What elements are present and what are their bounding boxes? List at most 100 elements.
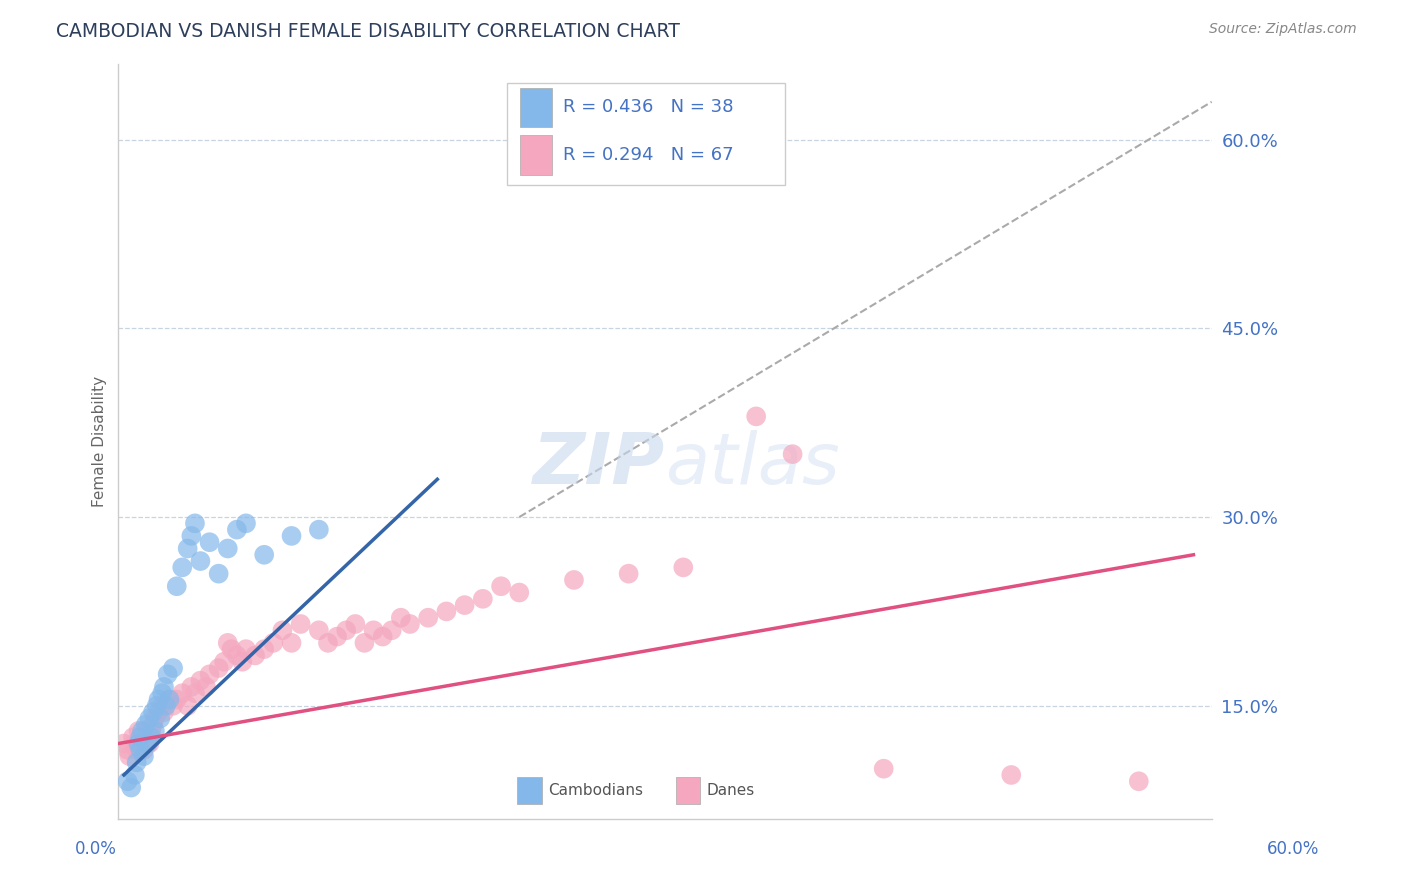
Point (231, 655, 253, 669)
Point (149, 711, 172, 725)
Point (131, 737, 153, 751)
Point (125, 756, 148, 770)
Point (153, 705, 176, 719)
Point (155, 698, 177, 713)
Point (225, 523, 247, 537)
Point (316, 636, 339, 650)
Point (672, 560, 695, 574)
Point (162, 661, 184, 675)
Point (172, 686, 194, 700)
Text: Source: ZipAtlas.com: Source: ZipAtlas.com (1209, 22, 1357, 37)
Point (136, 730, 159, 744)
Point (136, 737, 159, 751)
FancyBboxPatch shape (676, 777, 700, 804)
Point (253, 548, 276, 562)
Point (166, 692, 188, 706)
Point (143, 711, 166, 725)
Point (138, 737, 160, 751)
Point (235, 642, 257, 657)
Point (150, 686, 173, 700)
Point (326, 630, 349, 644)
Point (190, 554, 212, 568)
Text: CAMBODIAN VS DANISH FEMALE DISABILITY CORRELATION CHART: CAMBODIAN VS DANISH FEMALE DISABILITY CO… (56, 22, 681, 41)
Point (399, 617, 422, 632)
Point (436, 604, 458, 618)
Point (156, 667, 179, 681)
Point (132, 749, 155, 764)
Point (129, 730, 152, 744)
Point (172, 560, 194, 574)
Point (335, 624, 357, 638)
Point (132, 743, 155, 757)
Point (471, 591, 494, 606)
Point (184, 686, 207, 700)
Point (176, 698, 198, 713)
Point (184, 516, 207, 531)
Point (271, 624, 294, 638)
Point (127, 737, 149, 751)
Point (217, 541, 239, 556)
Point (221, 642, 243, 657)
Y-axis label: Female Disability: Female Disability (93, 376, 107, 508)
Point (122, 730, 145, 744)
Point (208, 661, 231, 675)
Point (131, 723, 153, 738)
Point (153, 680, 176, 694)
Text: ZIP: ZIP (533, 430, 665, 499)
Point (782, 447, 804, 461)
Point (150, 698, 173, 713)
FancyBboxPatch shape (506, 83, 786, 185)
Text: atlas: atlas (665, 430, 839, 499)
Point (225, 648, 247, 663)
Point (141, 730, 163, 744)
Point (562, 573, 585, 587)
Point (127, 723, 149, 738)
Point (290, 617, 312, 632)
Point (371, 630, 394, 644)
Point (117, 774, 139, 789)
Point (243, 648, 266, 663)
Point (117, 743, 139, 757)
Point (135, 723, 157, 738)
Point (112, 737, 135, 751)
Point (873, 762, 896, 776)
Point (308, 624, 330, 638)
Point (280, 636, 302, 650)
Point (508, 585, 530, 599)
Point (617, 566, 640, 581)
Point (180, 680, 202, 694)
Point (180, 529, 202, 543)
Point (143, 723, 166, 738)
Point (145, 698, 167, 713)
Point (159, 692, 181, 706)
Point (418, 610, 440, 624)
FancyBboxPatch shape (520, 87, 553, 127)
Text: R = 0.436   N = 38: R = 0.436 N = 38 (564, 98, 734, 116)
Point (489, 579, 512, 593)
Point (353, 636, 375, 650)
Text: R = 0.294   N = 67: R = 0.294 N = 67 (564, 146, 734, 164)
Point (1000, 768, 1022, 782)
Point (190, 673, 212, 688)
Point (124, 737, 146, 751)
Text: Danes: Danes (707, 783, 755, 797)
Point (308, 523, 330, 537)
Point (280, 529, 302, 543)
Point (363, 624, 385, 638)
Point (159, 692, 181, 706)
Point (389, 610, 412, 624)
Point (148, 705, 170, 719)
Point (141, 723, 163, 738)
Point (208, 566, 231, 581)
Point (453, 598, 475, 612)
Point (212, 655, 235, 669)
Point (135, 717, 157, 731)
Point (129, 730, 152, 744)
Point (162, 698, 184, 713)
Point (745, 409, 768, 424)
Point (124, 768, 146, 782)
Point (217, 636, 239, 650)
Point (262, 636, 284, 650)
Point (138, 711, 160, 725)
Point (142, 717, 165, 731)
